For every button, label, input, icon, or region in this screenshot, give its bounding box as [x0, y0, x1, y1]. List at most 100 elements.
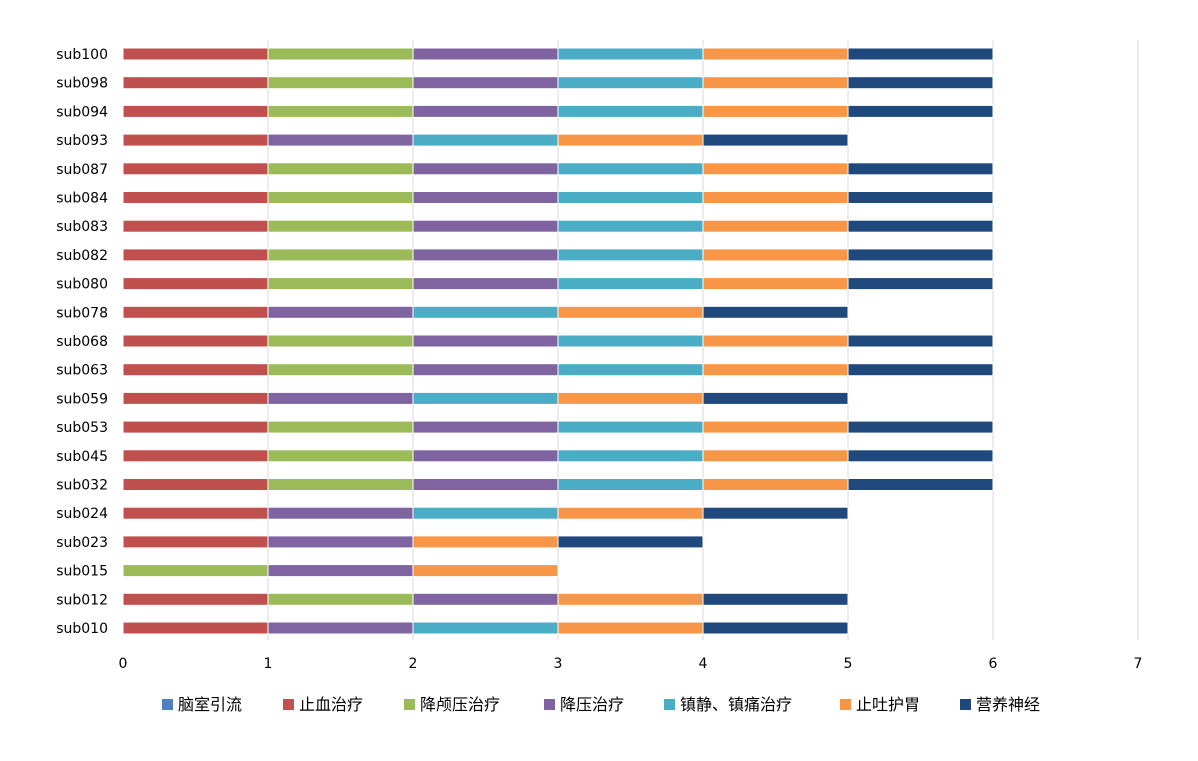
bar-sub012-series-3 — [412, 592, 559, 606]
bar-sub015-series-3 — [267, 564, 414, 578]
bar-sub084-series-6 — [847, 191, 994, 204]
bar-sub010-series-3 — [267, 621, 414, 635]
bar-sub059-series-5 — [557, 391, 704, 405]
bar-sub024-series-4 — [412, 506, 559, 520]
bar-sub045-series-3 — [412, 449, 559, 463]
bar-sub094-series-6 — [847, 104, 994, 118]
bar-sub032-series-6 — [847, 478, 994, 491]
bar-sub059-series-3 — [267, 391, 414, 405]
bar-sub083-series-3 — [412, 219, 559, 233]
bar-sub093-series-6 — [702, 133, 849, 147]
bar-sub083-series-5 — [702, 219, 849, 233]
bar-sub032-series-3 — [412, 478, 559, 491]
y-tick-label: sub094 — [56, 104, 108, 120]
bar-sub012-series-5 — [557, 592, 704, 606]
bar-sub080-series-6 — [847, 277, 994, 291]
y-tick-label: sub015 — [56, 564, 108, 580]
bar-sub084-series-5 — [702, 191, 849, 204]
bar-sub063-series-1 — [122, 363, 269, 377]
bar-sub032-series-2 — [267, 478, 414, 491]
bar-sub083-series-2 — [267, 219, 414, 233]
bar-sub015-series-2 — [122, 564, 269, 578]
x-tick-label: 4 — [699, 656, 708, 672]
bar-sub024-series-3 — [267, 506, 414, 520]
bar-sub045-series-6 — [847, 449, 994, 463]
bar-sub068-series-1 — [122, 334, 269, 348]
legend-swatch — [840, 699, 851, 710]
legend-swatch — [960, 699, 971, 710]
bar-sub012-series-6 — [702, 592, 849, 606]
bar-sub093-series-4 — [412, 133, 559, 147]
bar-sub010-series-1 — [122, 621, 269, 635]
x-tick-label: 2 — [409, 656, 418, 672]
bar-sub094-series-3 — [412, 104, 559, 118]
bar-sub068-series-5 — [702, 334, 849, 348]
bar-sub010-series-4 — [412, 621, 559, 635]
bar-sub045-series-4 — [557, 449, 704, 463]
legend-label: 止血治疗 — [299, 695, 363, 714]
bar-sub083-series-4 — [557, 219, 704, 233]
y-tick-label: sub063 — [56, 363, 108, 379]
y-tick-label: sub083 — [56, 219, 108, 235]
x-tick-label: 7 — [1134, 656, 1143, 672]
legend-swatch — [404, 699, 415, 710]
bar-sub063-series-2 — [267, 363, 414, 377]
bar-sub094-series-2 — [267, 104, 414, 118]
legend-label: 镇静、镇痛治疗 — [680, 695, 792, 714]
bar-sub023-series-6 — [557, 535, 704, 549]
y-tick-label: sub010 — [56, 621, 108, 637]
bar-sub083-series-1 — [122, 219, 269, 233]
x-tick-label: 1 — [264, 656, 273, 672]
bar-sub068-series-3 — [412, 334, 559, 348]
y-tick-label: sub068 — [56, 334, 108, 350]
bar-sub098-series-5 — [702, 76, 849, 90]
bar-sub082-series-1 — [122, 248, 269, 262]
bar-sub082-series-2 — [267, 248, 414, 262]
y-tick-label: sub080 — [56, 277, 108, 293]
legend-swatch — [544, 699, 555, 710]
bar-sub087-series-6 — [847, 162, 994, 176]
bar-sub024-series-1 — [122, 506, 269, 520]
bar-sub078-series-6 — [702, 305, 849, 319]
legend-label: 脑室引流 — [178, 695, 242, 714]
x-tick-label: 0 — [119, 656, 128, 672]
y-tick-label: sub045 — [56, 449, 108, 465]
bar-sub063-series-6 — [847, 363, 994, 377]
bar-sub023-series-3 — [267, 535, 414, 549]
bar-sub063-series-3 — [412, 363, 559, 377]
bar-sub080-series-4 — [557, 277, 704, 291]
y-tick-label: sub100 — [56, 47, 108, 63]
bar-sub087-series-5 — [702, 162, 849, 176]
bar-sub080-series-5 — [702, 277, 849, 291]
bar-sub098-series-2 — [267, 76, 414, 90]
bar-sub094-series-5 — [702, 104, 849, 118]
bar-sub093-series-3 — [267, 133, 414, 147]
bar-sub032-series-4 — [557, 478, 704, 491]
bar-sub093-series-1 — [122, 133, 269, 147]
y-axis-labels: sub100 sub098 sub094 sub093 sub087 sub084 sub0… — [56, 47, 108, 637]
y-tick-label: sub053 — [56, 420, 108, 436]
bar-sub053-series-4 — [557, 420, 704, 434]
bar-sub053-series-1 — [122, 420, 269, 434]
bar-sub100-series-4 — [557, 47, 704, 61]
bar-sub098-series-1 — [122, 76, 269, 90]
y-tick-label: sub032 — [56, 478, 108, 494]
y-tick-label: sub087 — [56, 162, 108, 178]
bar-sub080-series-3 — [412, 277, 559, 291]
legend-swatch — [664, 699, 675, 710]
bar-sub010-series-6 — [702, 621, 849, 635]
bar-sub032-series-1 — [122, 478, 269, 491]
bar-sub045-series-2 — [267, 449, 414, 463]
bar-sub068-series-6 — [847, 334, 994, 348]
bar-sub068-series-4 — [557, 334, 704, 348]
y-tick-label: sub082 — [56, 248, 108, 264]
bar-sub100-series-5 — [702, 47, 849, 61]
bar-sub023-series-5 — [412, 535, 559, 549]
bar-sub083-series-6 — [847, 219, 994, 233]
bar-sub012-series-2 — [267, 592, 414, 606]
bar-sub078-series-5 — [557, 305, 704, 319]
x-axis-labels: 0 1 2 3 4 5 6 7 — [119, 656, 1143, 672]
x-tick-label: 3 — [554, 656, 563, 672]
bar-sub045-series-5 — [702, 449, 849, 463]
